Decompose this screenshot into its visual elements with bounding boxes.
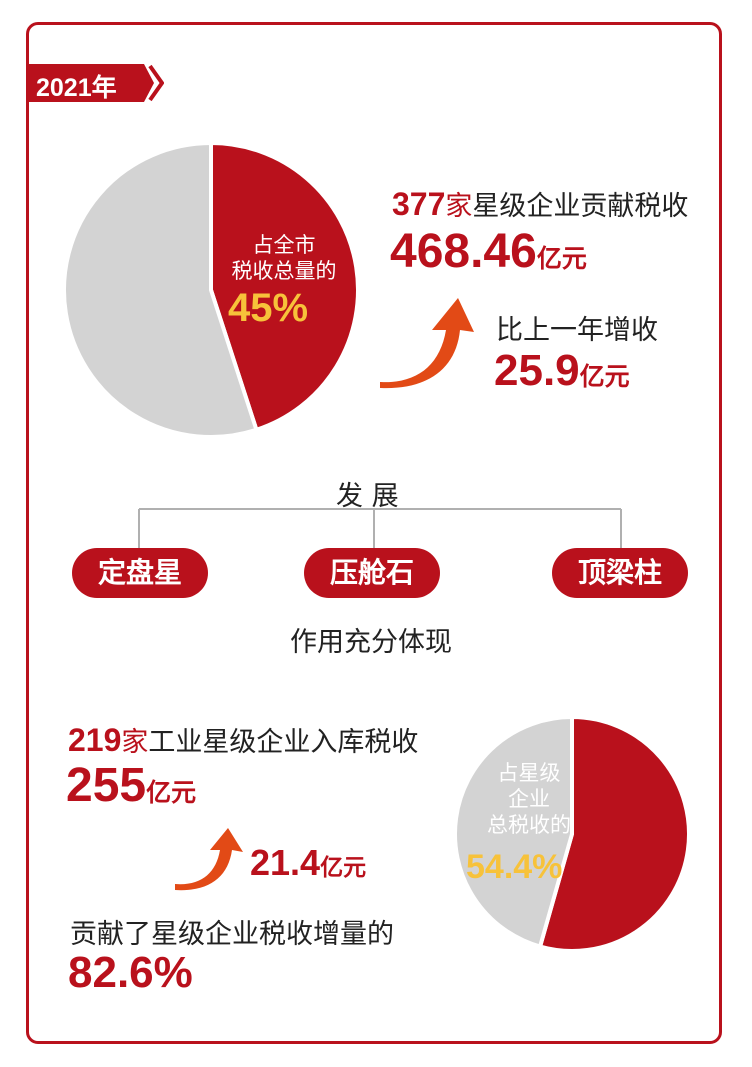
count-text-1: 星级企业贡献税收 (472, 191, 689, 222)
growth-label-1: 比上一年增收 (496, 315, 658, 346)
count-line-2: 219家工业星级企业入库税收 (68, 720, 418, 759)
count-number-1: 377 (392, 186, 446, 222)
pie2-slice-0 (537, 714, 691, 953)
pill-dingliangzhu: 顶梁柱 (552, 548, 688, 598)
pie1-percent: 45% (228, 286, 309, 330)
tax-value-line-2: 255亿元 (66, 758, 196, 813)
tree-connector (138, 508, 622, 554)
pie1-label-line2: 税收总量的 (231, 259, 337, 283)
growth-arrow-icon-2 (175, 828, 243, 891)
growth-value-1: 25.9 (494, 346, 580, 395)
pie-chart-star-share (453, 714, 691, 953)
year-tag: 2021年 (26, 64, 164, 102)
pill-yacangshi: 压舱石 (304, 548, 440, 598)
pie2-label-line2: 企业 (508, 787, 550, 811)
tax-unit-1: 亿元 (536, 244, 587, 273)
pie1-label-line1: 占全市 (252, 233, 316, 257)
development-caption: 作用充分体现 (290, 627, 452, 658)
count-unit-2: 家 (121, 727, 149, 758)
count-text-2: 工业星级企业入库税收 (148, 727, 419, 758)
count-number-2: 219 (68, 722, 122, 758)
pie2-label-line1: 占星级 (497, 761, 561, 785)
pill-dingpanxing: 定盘星 (72, 548, 208, 598)
pie1-slice-1 (62, 140, 259, 439)
tax-value-line-1: 468.46亿元 (390, 224, 587, 279)
count-unit-1: 家 (445, 191, 473, 222)
growth-value-line-1: 25.9亿元 (494, 346, 630, 396)
growth-value-line-2: 21.4亿元 (250, 842, 366, 884)
growth-unit-2: 亿元 (320, 855, 367, 881)
pie1-label: 占全市 税收总量的 (214, 232, 354, 284)
contrib-text: 贡献了星级企业税收增量的 (70, 919, 394, 950)
growth-arrow-icon (380, 298, 474, 389)
pie1-slice-0 (209, 140, 360, 433)
growth-unit-1: 亿元 (579, 362, 630, 391)
pie2-slice-1 (453, 714, 574, 950)
pie2-label-line3: 总税收的 (487, 813, 571, 837)
contrib-percent: 82.6% (68, 948, 193, 997)
pie-chart-total-share (62, 140, 360, 439)
growth-value-2: 21.4 (250, 842, 321, 883)
pie2-percent: 54.4% (466, 848, 563, 886)
development-title: 发 展 (336, 481, 399, 512)
pie2-label: 占星级 企业 总税收的 (474, 760, 584, 838)
tax-unit-2: 亿元 (146, 778, 197, 807)
tax-value-1: 468.46 (390, 225, 537, 278)
year-label: 2021年 (36, 74, 117, 102)
count-line-1: 377家星级企业贡献税收 (392, 184, 688, 223)
tax-value-2: 255 (66, 759, 147, 812)
